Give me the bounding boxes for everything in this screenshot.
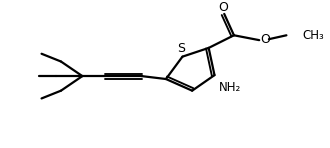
Text: NH₂: NH₂ — [219, 81, 241, 94]
Text: O: O — [260, 33, 270, 46]
Text: O: O — [218, 1, 228, 14]
Text: S: S — [178, 42, 185, 55]
Text: CH₃: CH₃ — [302, 29, 324, 42]
